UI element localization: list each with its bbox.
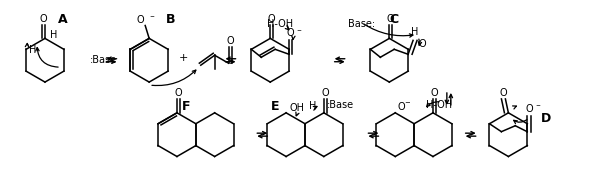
Text: H-OH: H-OH — [426, 100, 452, 110]
Text: H: H — [50, 30, 58, 40]
Text: O$^{-}$: O$^{-}$ — [397, 100, 412, 112]
Text: O: O — [431, 88, 438, 98]
Text: O: O — [526, 104, 533, 114]
Text: E: E — [271, 100, 280, 113]
Text: H-OH: H-OH — [267, 19, 293, 29]
Text: :Base: :Base — [89, 55, 117, 65]
Text: Base:: Base: — [347, 19, 375, 29]
Text: $^{-}$: $^{-}$ — [296, 26, 302, 35]
Text: +: + — [179, 53, 188, 63]
Text: B: B — [166, 13, 176, 26]
Text: C: C — [390, 13, 399, 26]
Text: O: O — [287, 28, 295, 38]
Text: D: D — [541, 112, 551, 125]
Text: O: O — [387, 14, 395, 24]
Text: F: F — [182, 100, 190, 113]
Text: :Base: :Base — [327, 100, 354, 110]
Text: A: A — [58, 13, 68, 26]
Text: O: O — [322, 88, 329, 98]
Text: O: O — [40, 14, 47, 24]
Text: O: O — [268, 14, 275, 24]
Text: O: O — [175, 88, 182, 98]
Text: H: H — [412, 27, 419, 37]
Text: O: O — [226, 36, 234, 46]
Text: O: O — [137, 14, 144, 24]
Text: O: O — [500, 88, 507, 98]
Text: $^{-}$: $^{-}$ — [149, 12, 155, 22]
Text: OH: OH — [290, 103, 305, 113]
Text: O: O — [418, 39, 425, 49]
Text: H: H — [309, 101, 317, 111]
Text: $^{-}$: $^{-}$ — [535, 102, 542, 111]
Text: H: H — [29, 45, 37, 55]
